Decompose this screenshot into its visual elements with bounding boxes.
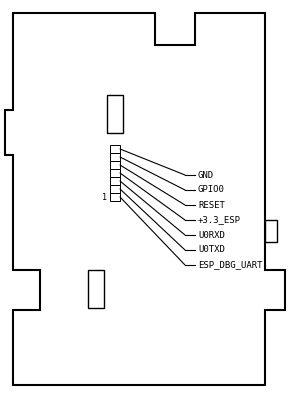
Text: U0RXD: U0RXD [198, 230, 225, 240]
Text: U0TXD: U0TXD [198, 246, 225, 254]
Text: +3.3_ESP: +3.3_ESP [198, 216, 241, 224]
Text: GND: GND [198, 170, 214, 180]
Bar [107, 95, 123, 133]
Bar [110, 177, 120, 185]
Bar [110, 145, 120, 153]
Bar [88, 270, 104, 308]
Bar [110, 193, 120, 201]
Text: ESP_DBG_UART: ESP_DBG_UART [198, 260, 262, 270]
Text: RESET: RESET [198, 200, 225, 210]
Bar [110, 169, 120, 177]
Bar [110, 161, 120, 169]
Bar [110, 153, 120, 161]
Bar [110, 185, 120, 193]
Text: 1: 1 [102, 192, 107, 202]
Text: GPIO0: GPIO0 [198, 186, 225, 194]
Bar [265, 220, 277, 242]
